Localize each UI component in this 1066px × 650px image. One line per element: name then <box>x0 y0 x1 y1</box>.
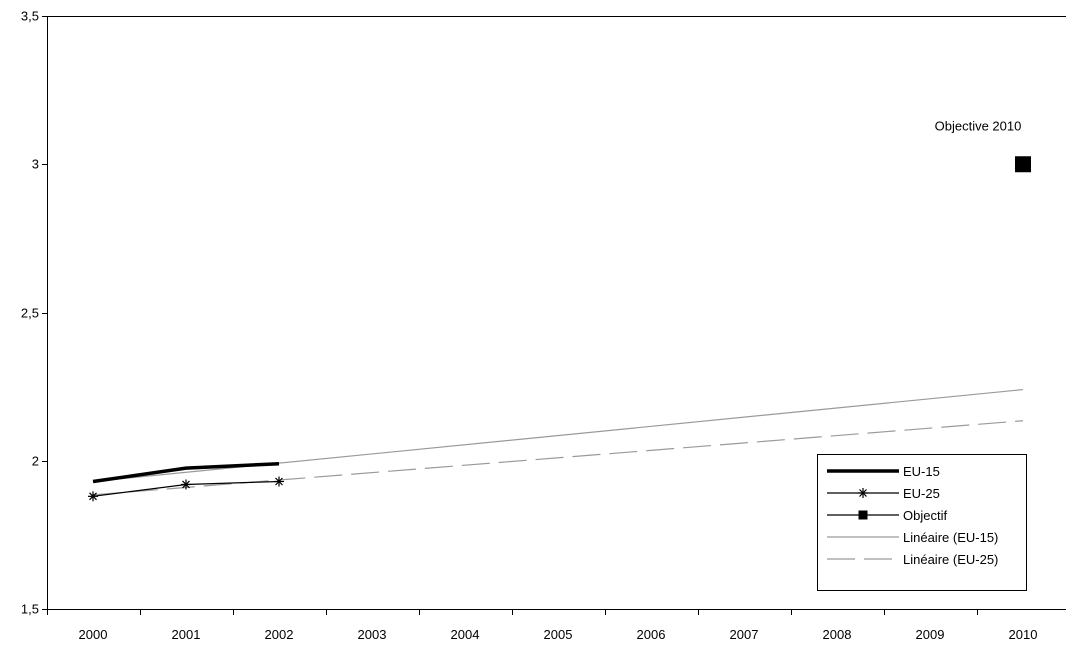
x-tick-label: 2001 <box>172 627 201 642</box>
objectif-point <box>1015 156 1031 173</box>
legend-label: EU-25 <box>903 486 940 501</box>
legend-label: Linéaire (EU-15) <box>903 530 998 545</box>
x-tick-label: 2005 <box>544 627 573 642</box>
legend-marker-eu25 <box>858 488 868 498</box>
series-eu25-point <box>181 479 191 490</box>
annotations: Objective 2010 <box>935 118 1022 133</box>
x-tick-label: 2009 <box>916 627 945 642</box>
series-eu25-point <box>274 476 284 487</box>
y-tick-label: 2,5 <box>21 306 39 321</box>
legend-marker-objectif <box>858 510 868 520</box>
y-tick-label: 3 <box>32 157 39 172</box>
x-tick-label: 2002 <box>265 627 294 642</box>
y-tick-label: 2 <box>32 454 39 469</box>
legend: EU-15 EU-25 Objectif Linéaire (EU-15) Linéai… <box>817 454 1027 591</box>
legend-box <box>817 454 1027 591</box>
legend-label: EU-15 <box>903 464 940 479</box>
x-tick-label: 2003 <box>358 627 387 642</box>
x-tick-label: 2000 <box>79 627 108 642</box>
series-layer <box>88 156 1031 502</box>
x-tick-label: 2006 <box>637 627 666 642</box>
x-tick-label: 2008 <box>823 627 852 642</box>
y-tick-label: 3,5 <box>21 9 39 24</box>
series-eu15-line <box>92 461 280 484</box>
x-tick-label: 2007 <box>730 627 759 642</box>
x-tick-label: 2010 <box>1009 627 1038 642</box>
annotation-objective-2010: Objective 2010 <box>935 118 1022 133</box>
legend-label: Objectif <box>903 508 947 523</box>
legend-label: Linéaire (EU-25) <box>903 552 998 567</box>
axes: 1,5 2 2,5 3 3,5 2000 2001 2002 2003 2004 2005 2006 2… <box>21 9 1066 642</box>
x-tick-label: 2004 <box>451 627 480 642</box>
y-tick-label: 1,5 <box>21 602 39 617</box>
series-eu25-point <box>88 491 98 502</box>
